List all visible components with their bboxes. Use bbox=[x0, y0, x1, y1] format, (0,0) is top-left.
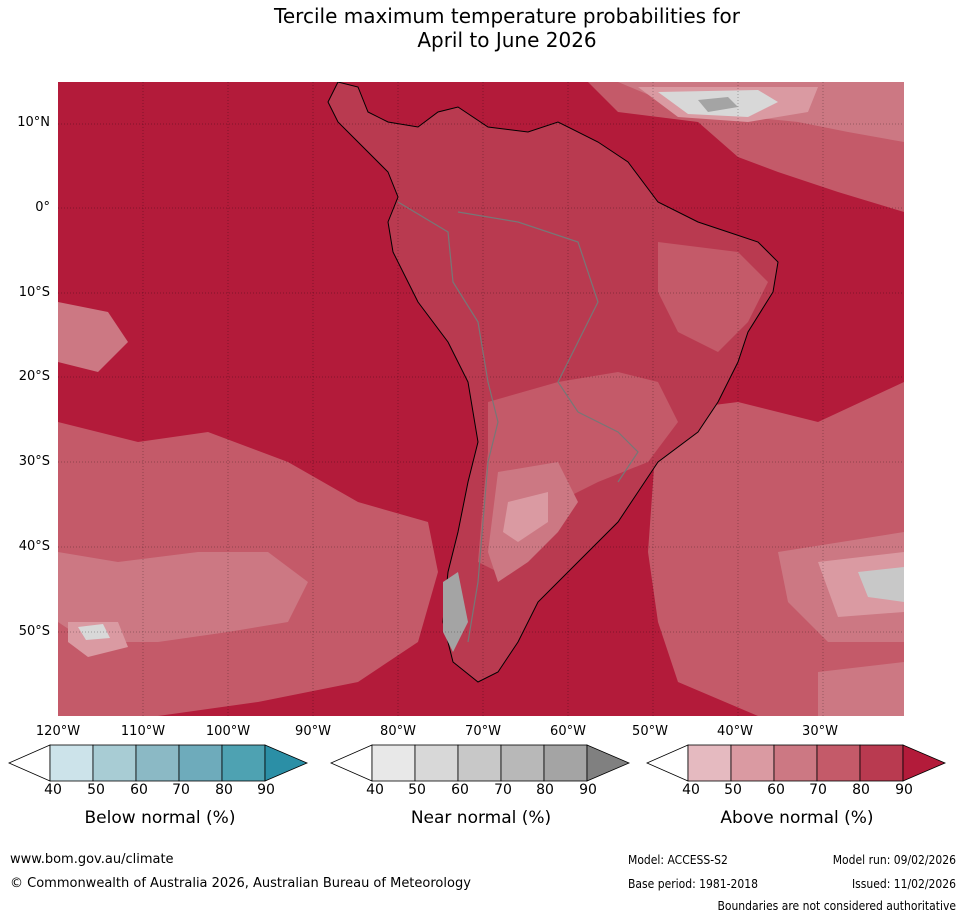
tick-near-50: 50 bbox=[408, 782, 426, 798]
cbar-below-swatch-1 bbox=[49, 744, 94, 782]
cbar-above-low-extend bbox=[646, 744, 689, 782]
model-run-date: Model run: 09/02/2026 bbox=[832, 853, 956, 867]
lat-label-10n: 10°N bbox=[17, 115, 50, 130]
tick-near-90: 90 bbox=[579, 782, 597, 798]
cbar-near-high-extend bbox=[586, 744, 631, 782]
boundary-andes bbox=[397, 201, 499, 643]
cbar-above-swatches bbox=[646, 744, 947, 782]
lon-label-50w: 50°W bbox=[632, 724, 668, 739]
lat-label-20s: 20°S bbox=[18, 369, 50, 384]
lat-label-0: 0° bbox=[35, 200, 50, 215]
cbar-near-swatch-5 bbox=[543, 744, 588, 782]
tick-above-40: 40 bbox=[682, 782, 700, 798]
lat-label-30s: 30°S bbox=[18, 454, 50, 469]
cbar-near-swatch-2 bbox=[414, 744, 459, 782]
title-line-1: Tercile maximum temperature probabilitie… bbox=[274, 4, 740, 28]
tick-above-80: 80 bbox=[852, 782, 870, 798]
cbar-above-swatch-2 bbox=[730, 744, 775, 782]
tick-below-50: 50 bbox=[87, 782, 105, 798]
lat-label-40s: 40°S bbox=[18, 539, 50, 554]
boundary-brazil-south bbox=[577, 411, 639, 483]
colorbar-near-normal bbox=[330, 744, 631, 782]
lon-label-70w: 70°W bbox=[465, 724, 501, 739]
near-normal-south-atlantic bbox=[858, 567, 904, 602]
graticule bbox=[58, 82, 904, 716]
tick-below-80: 80 bbox=[215, 782, 233, 798]
cbar-below-swatch-5 bbox=[221, 744, 266, 782]
land-above-normal-east bbox=[658, 242, 768, 352]
south-america-land bbox=[327, 82, 779, 683]
cbar-near-swatch-4 bbox=[500, 744, 545, 782]
cbar-below-low-extend bbox=[8, 744, 51, 782]
cbar-below-swatches bbox=[8, 744, 309, 782]
base-period: Base period: 1981-2018 bbox=[628, 877, 759, 891]
tick-above-70: 70 bbox=[809, 782, 827, 798]
cbar-above-swatch-3 bbox=[773, 744, 818, 782]
tick-above-60: 60 bbox=[767, 782, 785, 798]
lon-label-120w: 120°W bbox=[35, 724, 81, 739]
cbar-below-swatch-4 bbox=[178, 744, 223, 782]
cbar-above-swatch-1 bbox=[687, 744, 732, 782]
probability-zones bbox=[58, 82, 904, 716]
tick-near-60: 60 bbox=[451, 782, 469, 798]
model-name: Model: ACCESS-S2 bbox=[628, 853, 728, 867]
zone-60-pacific-west bbox=[58, 302, 128, 372]
near-normal-core bbox=[698, 97, 738, 112]
colorbar-above-normal bbox=[646, 744, 947, 782]
lon-label-60w: 60°W bbox=[550, 724, 586, 739]
cbar-near-swatch-3 bbox=[457, 744, 502, 782]
country-boundaries bbox=[397, 201, 639, 643]
lon-label-40w: 40°W bbox=[717, 724, 753, 739]
cbar-above-swatch-4 bbox=[816, 744, 861, 782]
website-link[interactable]: www.bom.gov.au/climate bbox=[10, 852, 174, 867]
lat-label-50s: 50°S bbox=[18, 624, 50, 639]
boundaries-disclaimer: Boundaries are not considered authoritat… bbox=[717, 899, 956, 913]
tick-near-80: 80 bbox=[536, 782, 554, 798]
tick-below-40: 40 bbox=[44, 782, 62, 798]
lon-label-100w: 100°W bbox=[205, 724, 251, 739]
cbar-below-swatch-3 bbox=[135, 744, 180, 782]
legend-title-near: Near normal (%) bbox=[410, 808, 552, 828]
tick-near-40: 40 bbox=[366, 782, 384, 798]
lon-label-110w: 110°W bbox=[120, 724, 166, 739]
tick-above-50: 50 bbox=[724, 782, 742, 798]
land-above-normal-50 bbox=[503, 492, 548, 542]
tick-below-90: 90 bbox=[257, 782, 275, 798]
tick-below-60: 60 bbox=[130, 782, 148, 798]
cbar-above-swatch-5 bbox=[859, 744, 904, 782]
continent bbox=[327, 82, 779, 683]
legend-title-below: Below normal (%) bbox=[84, 808, 236, 828]
lon-label-90w: 90°W bbox=[295, 724, 331, 739]
tick-below-70: 70 bbox=[172, 782, 190, 798]
title-line-2: April to June 2026 bbox=[417, 28, 597, 52]
zone-60-south-atlantic-corner bbox=[818, 662, 904, 716]
zone-50-south-atlantic bbox=[818, 552, 904, 617]
cbar-below-swatch-2 bbox=[92, 744, 137, 782]
cbar-near-swatch-1 bbox=[371, 744, 416, 782]
tick-near-70: 70 bbox=[494, 782, 512, 798]
chart-title: Tercile maximum temperature probabilitie… bbox=[0, 4, 965, 52]
boundary-brazil-west bbox=[457, 211, 599, 413]
tick-above-90: 90 bbox=[895, 782, 913, 798]
probability-map bbox=[58, 82, 904, 716]
cbar-near-swatches bbox=[330, 744, 631, 782]
colorbar-below-normal bbox=[8, 744, 309, 782]
issued-date: Issued: 11/02/2026 bbox=[851, 877, 956, 891]
copyright-text: © Commonwealth of Australia 2026, Austra… bbox=[10, 876, 471, 891]
cbar-near-low-extend bbox=[330, 744, 373, 782]
cbar-above-high-extend bbox=[902, 744, 947, 782]
land-near-normal-south bbox=[443, 572, 468, 652]
lat-label-10s: 10°S bbox=[18, 285, 50, 300]
legend-title-above: Above normal (%) bbox=[720, 808, 874, 828]
lon-label-30w: 30°W bbox=[802, 724, 838, 739]
lon-label-80w: 80°W bbox=[380, 724, 416, 739]
zone-60-south-pacific bbox=[58, 552, 308, 642]
cbar-below-high-extend bbox=[264, 744, 309, 782]
